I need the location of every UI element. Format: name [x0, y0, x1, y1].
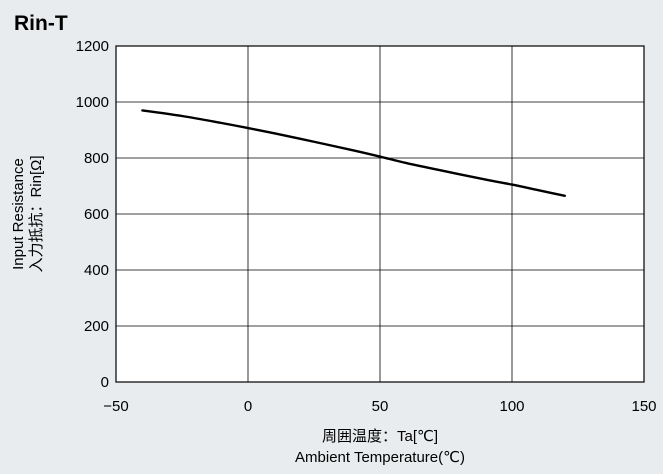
- x-axis-label-en: Ambient Temperature(℃): [295, 449, 465, 466]
- y-tick-label: 0: [101, 374, 109, 391]
- x-axis: −50 0 50 100 150: [103, 398, 656, 415]
- x-tick-label: 0: [244, 398, 252, 415]
- series-line: [141, 109, 566, 197]
- y-axis-label-ja: 入力抵抗：Rin[Ω]: [28, 155, 45, 272]
- x-axis-label-ja: 周囲温度：Ta[℃]: [322, 428, 438, 445]
- y-tick-label: 400: [84, 262, 109, 279]
- chart-title: Rin-T: [14, 12, 68, 35]
- y-tick-label: 200: [84, 318, 109, 335]
- y-tick-label: 1000: [76, 94, 109, 111]
- y-tick-label: 1200: [76, 38, 109, 55]
- plot-border: [115, 45, 645, 383]
- x-tick-label: 50: [372, 398, 389, 415]
- x-tick-label: 150: [631, 398, 656, 415]
- x-tick-label: −50: [103, 398, 128, 415]
- y-tick-label: 600: [84, 206, 109, 223]
- x-tick-label: 100: [499, 398, 524, 415]
- y-axis-label-en: Input Resistance: [10, 158, 27, 270]
- grid: [116, 46, 644, 382]
- series-group: [141, 109, 566, 197]
- y-axis: 0 200 400 600 800 1000 1200: [76, 38, 109, 391]
- y-tick-label: 800: [84, 150, 109, 167]
